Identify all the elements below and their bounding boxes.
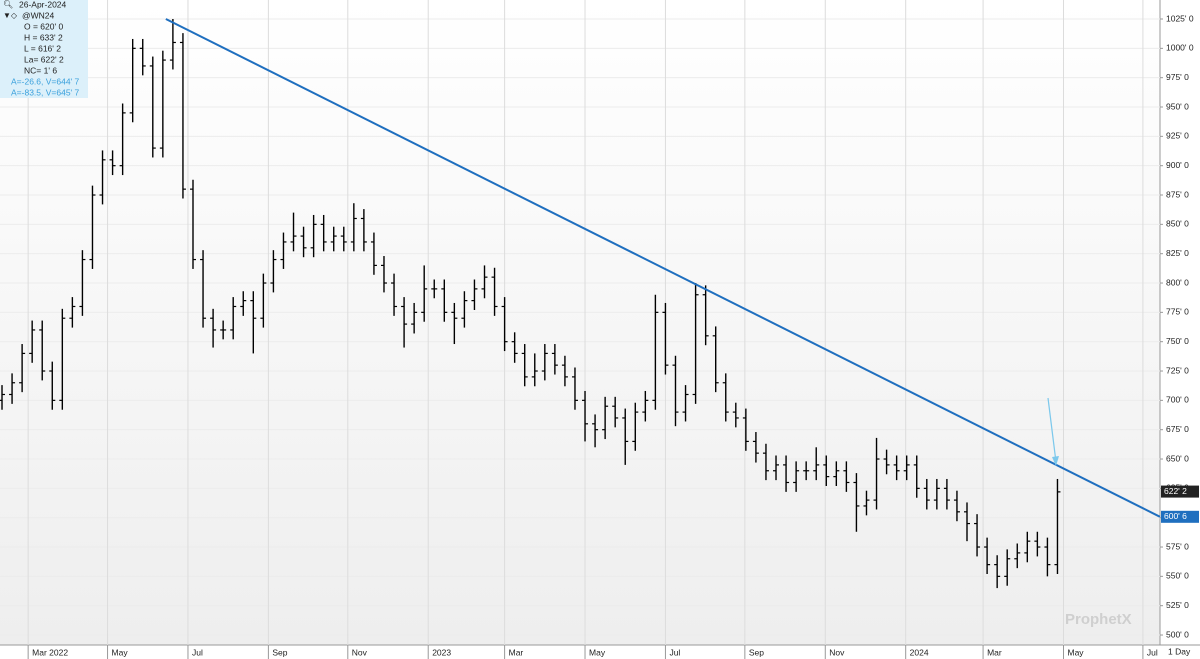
y-tick-label: 1000' 0 xyxy=(1166,43,1194,53)
y-tick-label: 975' 0 xyxy=(1166,72,1189,82)
y-tick-label: 1025' 0 xyxy=(1166,13,1194,23)
grid xyxy=(0,0,1163,659)
y-tick-label: 550' 0 xyxy=(1166,571,1189,581)
y-tick-label: 875' 0 xyxy=(1166,189,1189,199)
y-tick-label: 775' 0 xyxy=(1166,307,1189,317)
y-tick-label: 825' 0 xyxy=(1166,248,1189,258)
bars xyxy=(0,19,1061,589)
expand-icon: ▼◇ xyxy=(3,11,18,20)
header-date: 26-Apr-2024 xyxy=(19,0,67,9)
x-tick-label: Jul xyxy=(1147,647,1158,657)
interval-label: 1 Day xyxy=(1168,646,1191,656)
info-background xyxy=(0,0,88,98)
x-tick-label: 2024 xyxy=(910,647,929,657)
y-tick-label: 575' 0 xyxy=(1166,541,1189,551)
info-line: H = 633' 2 xyxy=(24,32,63,42)
y-tick-label: 700' 0 xyxy=(1166,395,1189,405)
y-tick-label: 500' 0 xyxy=(1166,629,1189,639)
y-tick-label: 650' 0 xyxy=(1166,453,1189,463)
last-price-label: 622' 2 xyxy=(1164,486,1187,496)
y-tick-label: 850' 0 xyxy=(1166,219,1189,229)
x-tick-label: Sep xyxy=(272,647,287,657)
y-tick-label: 725' 0 xyxy=(1166,365,1189,375)
last-price-box xyxy=(1161,485,1199,498)
x-tick-label: 2023 xyxy=(432,647,451,657)
x-axis-panel xyxy=(0,645,1160,659)
trendline-value-box xyxy=(1161,510,1199,523)
search-icon: 🔍︎ xyxy=(3,0,13,9)
study-line: A=-83.5, V=645' 7 xyxy=(11,87,80,97)
y-tick-label: 525' 0 xyxy=(1166,600,1189,610)
arrow-head xyxy=(1052,456,1059,466)
y-tick-label: 925' 0 xyxy=(1166,131,1189,141)
info-line: NC= 1' 6 xyxy=(24,65,57,75)
x-tick-label: Mar xyxy=(987,647,1002,657)
x-tick-label: Nov xyxy=(829,647,845,657)
watermark: ProphetX xyxy=(1065,611,1132,628)
x-tick-label: May xyxy=(1068,647,1085,657)
y-tick-label: 950' 0 xyxy=(1166,101,1189,111)
x-tick-label: Mar 2022 xyxy=(32,647,68,657)
trendline xyxy=(165,18,1161,518)
x-tick-label: May xyxy=(112,647,129,657)
y-axis-panel xyxy=(1160,0,1200,659)
overlays xyxy=(165,18,1161,518)
plot-background xyxy=(0,0,1160,645)
info-line: L = 616' 2 xyxy=(24,43,61,53)
study-line: A=-26.6, V=644' 7 xyxy=(11,76,80,86)
x-tick-label: Nov xyxy=(352,647,368,657)
y-tick-label: 900' 0 xyxy=(1166,160,1189,170)
y-tick-label: 750' 0 xyxy=(1166,336,1189,346)
x-tick-label: May xyxy=(589,647,606,657)
info-panel: 🔍︎ 26-Apr-2024 ▼◇ @WN24 O = 620' 0H = 63… xyxy=(0,0,88,98)
y-tick-label: 800' 0 xyxy=(1166,277,1189,287)
trendline-value-label: 600' 6 xyxy=(1164,511,1187,521)
x-tick-label: Jul xyxy=(192,647,203,657)
x-tick-label: Jul xyxy=(669,647,680,657)
info-line: La= 622' 2 xyxy=(24,54,64,64)
info-line: O = 620' 0 xyxy=(24,21,63,31)
symbol: @WN24 xyxy=(22,10,55,20)
arrow xyxy=(1047,397,1057,463)
x-tick-label: Mar xyxy=(509,647,524,657)
y-tick-label: 675' 0 xyxy=(1166,424,1189,434)
x-tick-label: Sep xyxy=(749,647,764,657)
